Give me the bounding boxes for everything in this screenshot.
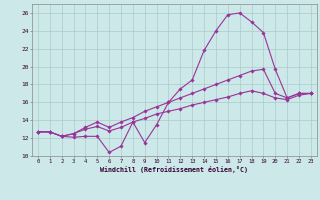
X-axis label: Windchill (Refroidissement éolien,°C): Windchill (Refroidissement éolien,°C) [100,166,248,173]
